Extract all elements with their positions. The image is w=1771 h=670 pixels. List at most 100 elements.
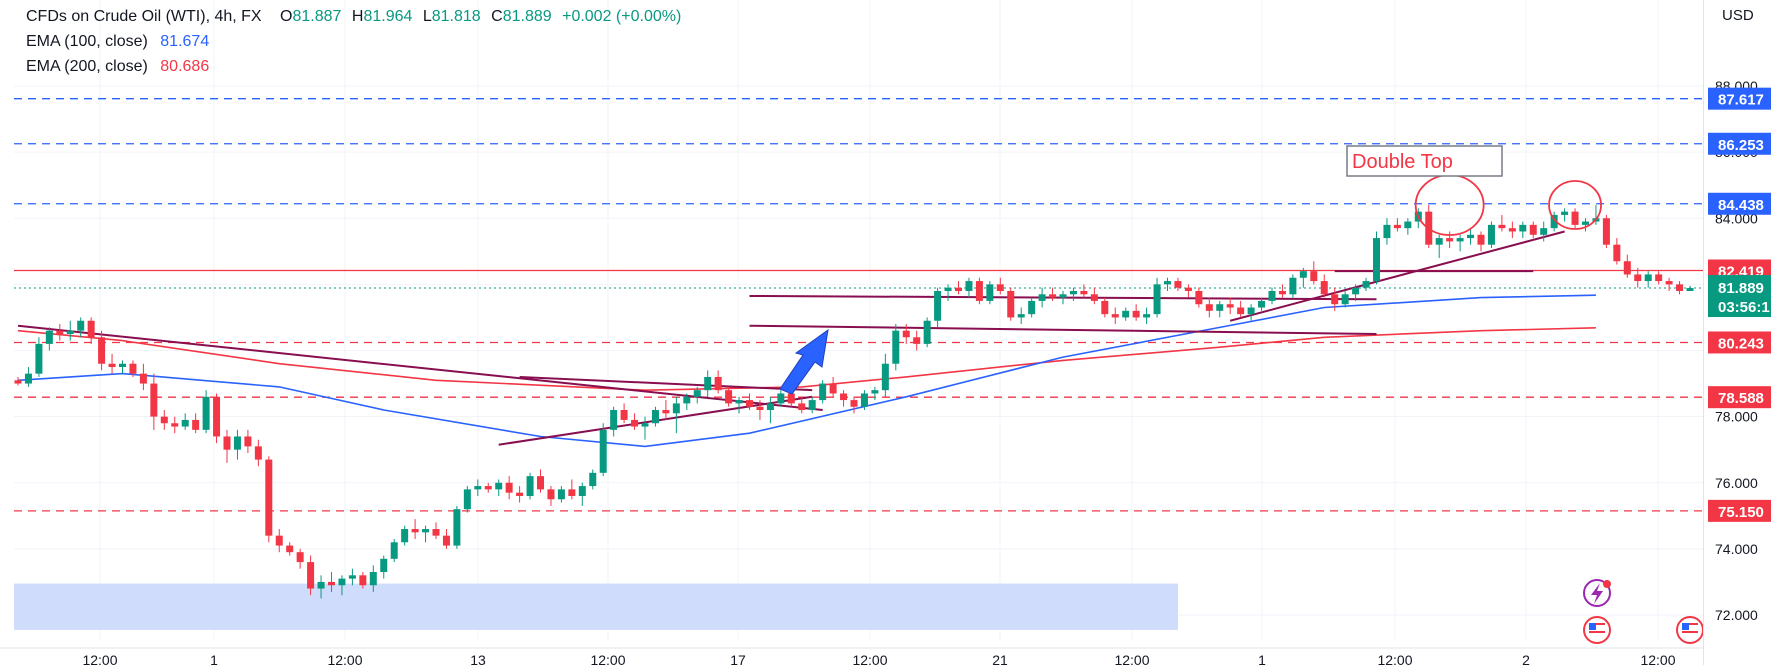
double-top-circle-left (1414, 174, 1485, 236)
us-flag-icon-2-ring (1676, 616, 1704, 644)
level-tag-bg-4 (1708, 331, 1771, 354)
time-tick-2: 12:00 (327, 652, 362, 665)
symbol-title[interactable]: CFDs on Crude Oil (WTI), 4h, FX (26, 8, 262, 25)
candle-body-26 (286, 545, 294, 553)
ema100-label: EMA (100, close) (26, 33, 148, 50)
level-tag-2: 84.438 (1718, 197, 1764, 214)
candle-body-155 (1634, 274, 1642, 282)
candle-body-87 (923, 320, 931, 344)
price-tick-8: 72.000 (1715, 607, 1758, 623)
candle-body-55 (589, 472, 597, 487)
current-price-tag: 81.889 (1718, 280, 1764, 297)
candle-body-66 (704, 376, 712, 391)
candle-body-131 (1383, 224, 1391, 239)
candle-body-64 (683, 396, 691, 404)
candle-body-120 (1268, 290, 1276, 301)
candle-body-13 (150, 383, 158, 417)
candle-body-127 (1341, 294, 1349, 305)
candle-body-132 (1393, 224, 1401, 229)
time-tick-3: 13 (470, 652, 486, 665)
us-flag-icon-ring (1583, 616, 1611, 644)
candle-body-24 (265, 459, 273, 536)
candle-body-150 (1582, 221, 1589, 225)
candle-body-76 (808, 400, 816, 411)
candle-body-144 (1519, 224, 1527, 232)
candle-body-34 (369, 572, 377, 586)
price-tick-5: 78.000 (1715, 409, 1758, 425)
candle-body-7 (87, 320, 95, 338)
candle-body-153 (1613, 244, 1621, 262)
ema200-row[interactable]: EMA (200, close) 80.686 (26, 54, 681, 79)
candle-body-142 (1498, 224, 1506, 229)
candle-body-113 (1195, 290, 1203, 305)
candle-body-68 (725, 390, 733, 404)
candle-body-157 (1655, 274, 1663, 282)
candle-body-4 (56, 330, 64, 334)
candle-body-47 (505, 482, 513, 493)
candle-body-130 (1373, 238, 1380, 282)
candle-body-32 (348, 575, 356, 579)
trendline-6 (1229, 230, 1565, 322)
candle-body-112 (1184, 287, 1192, 291)
candle-body-67 (714, 376, 722, 391)
candle-body-45 (484, 486, 492, 490)
trendline-0 (17, 324, 823, 412)
candle-body-109 (1153, 284, 1161, 315)
candle-body-103 (1090, 294, 1098, 301)
candle-body-100 (1059, 294, 1067, 298)
candle-body-114 (1205, 304, 1213, 311)
candle-body-43 (463, 489, 471, 510)
candle-body-51 (547, 489, 555, 500)
candle-body-89 (944, 287, 952, 291)
us-flag-icon-2-stripe-3 (1682, 635, 1698, 637)
candle-body-99 (1049, 294, 1057, 298)
candle-body-126 (1331, 294, 1339, 305)
candle-body-78 (829, 383, 837, 394)
candle-body-104 (1101, 300, 1109, 315)
candle-body-137 (1446, 238, 1454, 242)
candle-body-15 (171, 423, 179, 427)
candle-body-19 (213, 396, 221, 437)
candle-body-105 (1111, 314, 1119, 318)
candle-body-9 (108, 363, 116, 368)
candle-body-116 (1226, 304, 1234, 308)
candle-body-81 (860, 393, 868, 407)
candle-body-52 (557, 489, 565, 500)
candle-body-72 (766, 403, 774, 411)
level-tag-4: 80.243 (1718, 335, 1764, 352)
candle-body-39 (422, 529, 430, 533)
level-tag-bg-1 (1708, 132, 1771, 155)
candle-body-124 (1310, 271, 1318, 282)
candle-body-49 (526, 476, 534, 496)
time-tick-9: 1 (1258, 652, 1266, 665)
candle-body-38 (411, 529, 419, 533)
candle-body-91 (965, 281, 973, 291)
candle-body-146 (1540, 228, 1548, 235)
ema200-line (17, 327, 1596, 392)
level-tag-1: 86.253 (1718, 137, 1764, 154)
countdown-tag: 03:56:1 (1718, 299, 1770, 316)
candle-body-98 (1038, 294, 1046, 301)
time-tick-8: 12:00 (1114, 652, 1149, 665)
candle-body-48 (516, 492, 524, 496)
ema100-row[interactable]: EMA (100, close) 81.674 (26, 29, 681, 54)
current-price-tag-bg (1708, 275, 1771, 318)
candle-body-128 (1352, 287, 1360, 295)
candle-body-1 (24, 373, 32, 384)
candle-body-54 (578, 486, 586, 496)
candle-body-125 (1320, 281, 1328, 295)
time-tick-0: 12:00 (82, 652, 117, 665)
us-flag-icon-stripe-1 (1589, 627, 1605, 629)
level-tag-bg-2 (1708, 192, 1771, 215)
candle-body-158 (1665, 281, 1673, 285)
candle-body-101 (1069, 290, 1077, 295)
candle-body-107 (1132, 310, 1140, 318)
candle-body-31 (338, 578, 346, 586)
ema100-value: 81.674 (160, 33, 210, 50)
candle-body-23 (254, 446, 262, 460)
currency-label[interactable]: USD (1722, 7, 1754, 24)
candle-body-17 (192, 419, 200, 430)
time-tick-5: 17 (730, 652, 746, 665)
